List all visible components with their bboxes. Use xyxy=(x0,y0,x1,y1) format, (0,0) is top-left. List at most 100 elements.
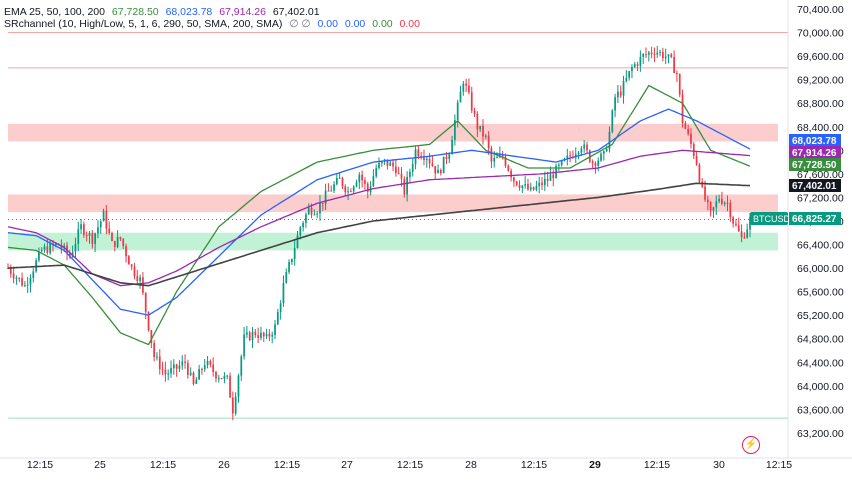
y-tick-label: 64,800.00 xyxy=(797,334,844,346)
candle xyxy=(327,183,330,192)
candle xyxy=(594,161,597,174)
candle xyxy=(271,331,274,344)
candle xyxy=(361,170,364,188)
ema-label: EMA 25, 50, 100, 200 xyxy=(4,6,105,18)
candle xyxy=(746,223,749,239)
candle xyxy=(83,221,85,238)
candle xyxy=(85,231,88,242)
candle xyxy=(38,247,40,263)
candle xyxy=(617,85,619,103)
ema25-line xyxy=(7,84,751,346)
candle xyxy=(484,134,487,140)
candle xyxy=(74,237,77,259)
badge-value: 67,402.01 xyxy=(792,181,837,192)
candle xyxy=(732,216,735,228)
price-badge: 68,023.78 xyxy=(789,134,841,147)
candle xyxy=(189,367,192,377)
candle xyxy=(195,377,198,385)
candle xyxy=(552,169,555,187)
candle xyxy=(394,160,397,177)
candle xyxy=(302,220,304,232)
candle xyxy=(192,371,195,386)
candle xyxy=(226,374,229,380)
candle xyxy=(234,392,237,416)
lightning-icon[interactable]: ⚡ xyxy=(742,436,760,454)
candle xyxy=(88,230,91,244)
candle xyxy=(108,221,111,235)
ema-lines xyxy=(7,84,751,346)
candle xyxy=(12,266,15,284)
candle xyxy=(434,166,437,180)
candle xyxy=(49,239,52,255)
candle xyxy=(344,184,347,197)
candle xyxy=(305,212,307,228)
candle xyxy=(198,364,200,380)
candle xyxy=(378,157,380,170)
candle xyxy=(515,180,518,187)
candle xyxy=(15,275,18,285)
candle xyxy=(692,141,695,160)
candle xyxy=(18,277,21,283)
candle xyxy=(468,78,470,95)
candle xyxy=(246,325,248,338)
candle xyxy=(68,249,71,259)
candle xyxy=(130,263,133,271)
badge-value: 67,914.26 xyxy=(792,148,837,159)
candle xyxy=(420,151,423,160)
candle xyxy=(77,221,80,252)
price-badge: BTCUSD 66,825.27 xyxy=(750,212,841,225)
candle xyxy=(178,360,181,372)
y-tick-label: 70,400.00 xyxy=(797,4,844,16)
candle xyxy=(619,85,622,98)
candle xyxy=(97,220,99,239)
candle xyxy=(574,147,577,164)
sr-value-3: 0.00 xyxy=(372,18,393,30)
candle xyxy=(172,359,175,375)
candle xyxy=(513,176,515,188)
candle xyxy=(7,263,9,270)
candle xyxy=(482,119,484,145)
candle xyxy=(240,354,243,381)
x-tick-label: 25 xyxy=(94,459,106,471)
candle xyxy=(288,259,290,275)
candle xyxy=(333,181,335,194)
candle xyxy=(316,211,319,218)
candle xyxy=(465,78,467,93)
candle xyxy=(321,202,324,211)
candle xyxy=(105,205,108,235)
candle xyxy=(451,135,453,155)
ema100-line xyxy=(7,149,751,287)
y-tick-label: 64,400.00 xyxy=(797,357,844,369)
candle xyxy=(243,326,245,360)
ema50-line xyxy=(7,108,751,316)
candle xyxy=(628,70,631,81)
candle xyxy=(164,361,167,382)
candle xyxy=(116,230,119,249)
candle xyxy=(296,230,299,249)
candle xyxy=(737,217,740,232)
x-tick-label: 12:15 xyxy=(27,459,53,471)
candle xyxy=(664,48,667,65)
candle xyxy=(662,47,664,62)
candle xyxy=(215,370,217,383)
candle xyxy=(555,163,557,179)
y-tick-label: 67,200.00 xyxy=(797,192,844,204)
candle xyxy=(285,268,288,284)
candle xyxy=(425,156,428,168)
candle xyxy=(549,166,552,181)
sr-zone-3 xyxy=(8,232,778,251)
candle xyxy=(156,352,158,361)
candle xyxy=(591,159,594,169)
candle xyxy=(656,45,659,58)
price-badge: 67,914.26 xyxy=(789,146,841,159)
candle xyxy=(170,360,172,378)
candle xyxy=(251,327,254,349)
x-tick-label: 12:15 xyxy=(521,459,547,471)
candle xyxy=(293,240,296,266)
candle xyxy=(583,140,586,153)
candle xyxy=(611,109,614,134)
candle xyxy=(541,177,543,190)
price-badge: 67,402.01 xyxy=(789,179,841,192)
candle xyxy=(29,274,32,293)
